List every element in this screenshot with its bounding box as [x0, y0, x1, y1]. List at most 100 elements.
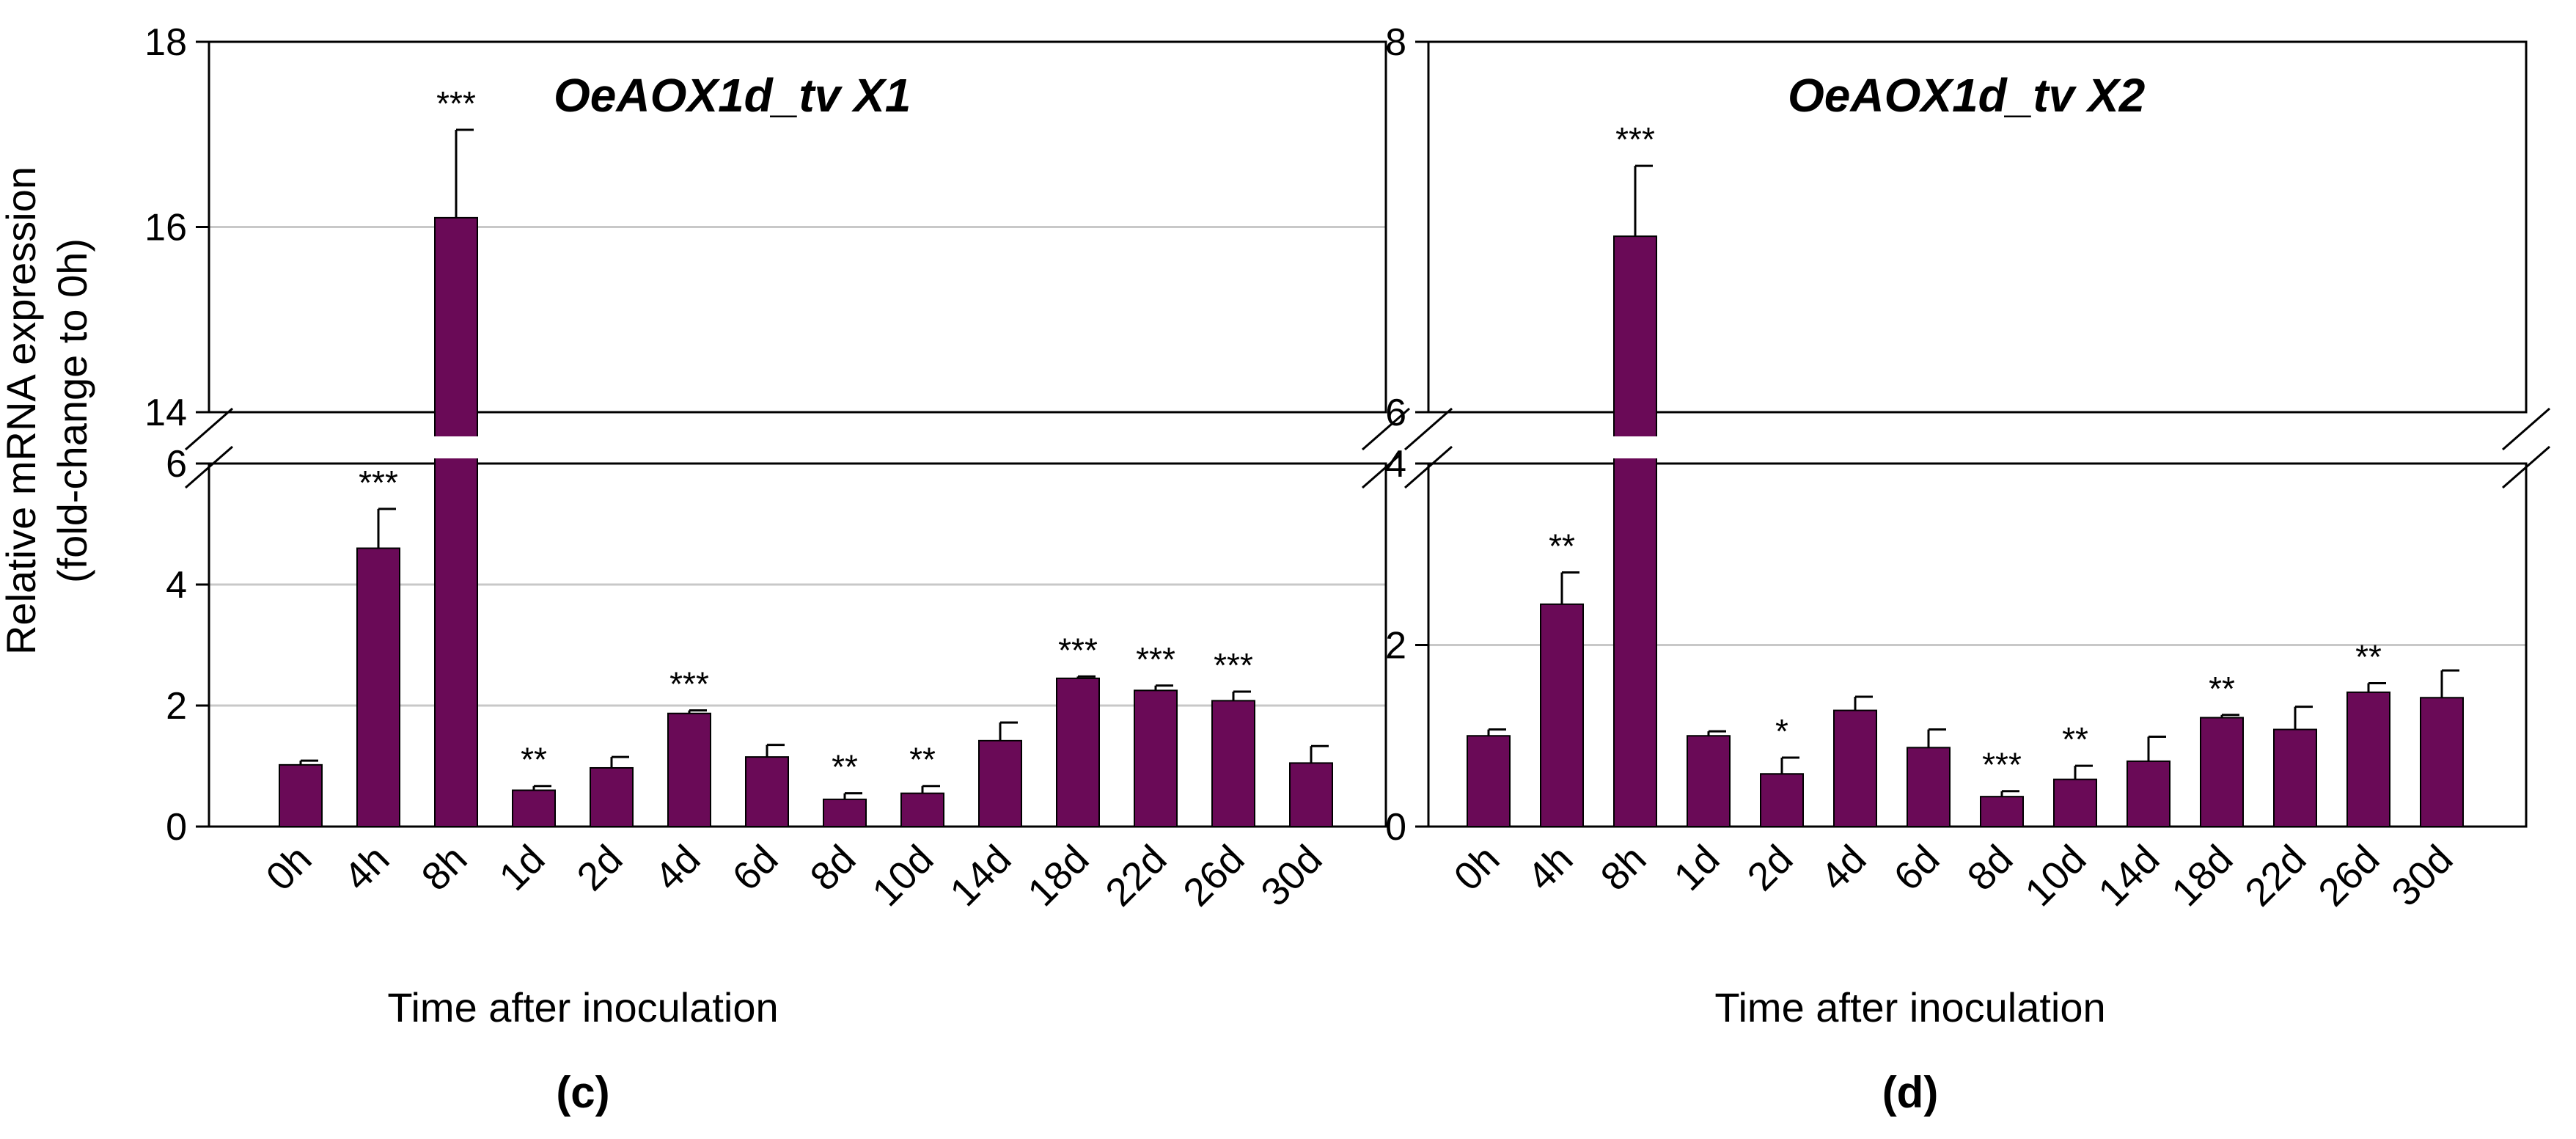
- x-tick-label: 4d: [647, 837, 709, 899]
- significance-label: ***: [1615, 120, 1655, 158]
- error-bar: [766, 744, 785, 758]
- y-axis-label-line1: Relative mRNA expression: [0, 166, 44, 655]
- x-tick-label: 2d: [569, 837, 631, 899]
- error-bar: [999, 721, 1018, 741]
- error-bar: [843, 792, 862, 799]
- y-tick-label: 6: [166, 443, 187, 486]
- x-tick-label: 0h: [258, 837, 320, 899]
- x-tick-label: 6d: [1886, 837, 1948, 899]
- significance-label: ***: [359, 464, 398, 502]
- axis-break-gap: [180, 436, 1415, 458]
- error-bar: [377, 508, 396, 549]
- bar: [978, 739, 1022, 827]
- error-bar: [1560, 571, 1579, 604]
- x-tick-label: 1d: [1666, 837, 1728, 899]
- x-tick-label: 10d: [2017, 837, 2094, 915]
- significance-label: ***: [1214, 646, 1253, 684]
- bar: [1833, 709, 1877, 827]
- axis-break-mark: [1362, 407, 1410, 451]
- y-tick-label: 4: [1385, 443, 1406, 486]
- x-tick-label: 22d: [2236, 837, 2314, 915]
- x-tick-label: 0h: [1446, 837, 1508, 899]
- significance-label: ***: [1982, 746, 2022, 784]
- bar: [2273, 728, 2317, 828]
- bar: [356, 547, 400, 827]
- y-tick-label: 8: [1385, 21, 1406, 64]
- x-tick-label: 10d: [864, 837, 942, 915]
- significance-label: **: [1549, 527, 1575, 565]
- y-tick-label: 16: [144, 207, 187, 249]
- x-tick-label: 14d: [2090, 837, 2168, 915]
- error-bar: [1707, 730, 1726, 736]
- error-bar: [2367, 681, 2386, 692]
- error-bar: [1154, 684, 1173, 691]
- significance-label: ***: [669, 665, 709, 703]
- bar: [667, 712, 711, 827]
- x-tick-label: 8h: [414, 837, 476, 899]
- bar: [900, 792, 944, 827]
- y-tick-label: 0: [1385, 806, 1406, 849]
- error-bar: [2294, 706, 2313, 730]
- bar: [2200, 717, 2244, 827]
- chart-title: OeAOX1d_tv X2: [1788, 69, 2145, 122]
- error-bar: [1232, 690, 1251, 701]
- significance-label: **: [2209, 670, 2235, 708]
- bar: [1687, 735, 1731, 827]
- bar: [1980, 796, 2024, 827]
- axis-break-gap: [1399, 436, 2555, 458]
- y-axis-label-line2: (fold-change to 0h): [49, 238, 95, 583]
- axis-break-mark: [2502, 445, 2550, 489]
- bar: [434, 216, 478, 827]
- error-bar: [532, 785, 551, 791]
- bar: [2420, 697, 2464, 828]
- x-axis-label: Time after inoculation: [387, 984, 778, 1030]
- x-tick-label: 30d: [1252, 837, 1330, 915]
- plot-area: ************* ***** *** ***: [180, 40, 1415, 828]
- y-tick-label: 2: [166, 685, 187, 728]
- error-bar: [1780, 756, 1799, 774]
- error-bar: [921, 785, 940, 794]
- x-tick-label: 1d: [491, 837, 554, 899]
- significance-label: **: [2062, 720, 2088, 758]
- bar: [1134, 689, 1178, 827]
- x-tick-label: 18d: [2163, 837, 2241, 915]
- error-bar: [2220, 714, 2239, 718]
- x-tick-label: 8d: [1959, 837, 2022, 899]
- x-tick-label: 4h: [336, 837, 398, 899]
- bar: [2346, 691, 2390, 827]
- x-tick-label: 30d: [2383, 837, 2461, 915]
- bar: [745, 756, 789, 827]
- y-tick-label: 18: [144, 21, 187, 64]
- error-bar: [1076, 675, 1096, 678]
- y-tick-label: 0: [166, 806, 187, 849]
- significance-label: ***: [1136, 640, 1175, 678]
- error-bar: [299, 759, 318, 765]
- significance-label: **: [2355, 637, 2382, 675]
- error-bar: [2074, 764, 2093, 780]
- y-tick-label: 4: [166, 564, 187, 607]
- chart-panel-d: OeAOX1d_tv X2 Time after inoculation (d)…: [1385, 21, 2555, 1117]
- x-axis-label: Time after inoculation: [1714, 984, 2105, 1030]
- error-bar: [610, 755, 629, 768]
- significance-label: ***: [1058, 631, 1098, 669]
- error-bar: [1487, 728, 1506, 736]
- error-bar: [1854, 695, 1873, 711]
- error-bar: [1927, 728, 1946, 748]
- error-bar: [2440, 669, 2459, 698]
- bar: [2053, 778, 2097, 828]
- x-tick-label: 18d: [1019, 837, 1097, 915]
- y-tick-label: 2: [1385, 625, 1406, 667]
- bar: [512, 789, 556, 827]
- bar: [1467, 735, 1511, 827]
- x-tick-label: 6d: [724, 837, 787, 899]
- error-bar: [2000, 790, 2019, 797]
- bar: [590, 766, 634, 827]
- y-tick-label: 14: [144, 392, 187, 434]
- x-tick-label: 14d: [942, 837, 1019, 915]
- x-tick-label: 2d: [1739, 837, 1802, 899]
- bar: [279, 763, 323, 827]
- bar: [1056, 677, 1100, 827]
- error-bar: [1634, 164, 1653, 237]
- upper-axis-frame: [1427, 40, 2528, 414]
